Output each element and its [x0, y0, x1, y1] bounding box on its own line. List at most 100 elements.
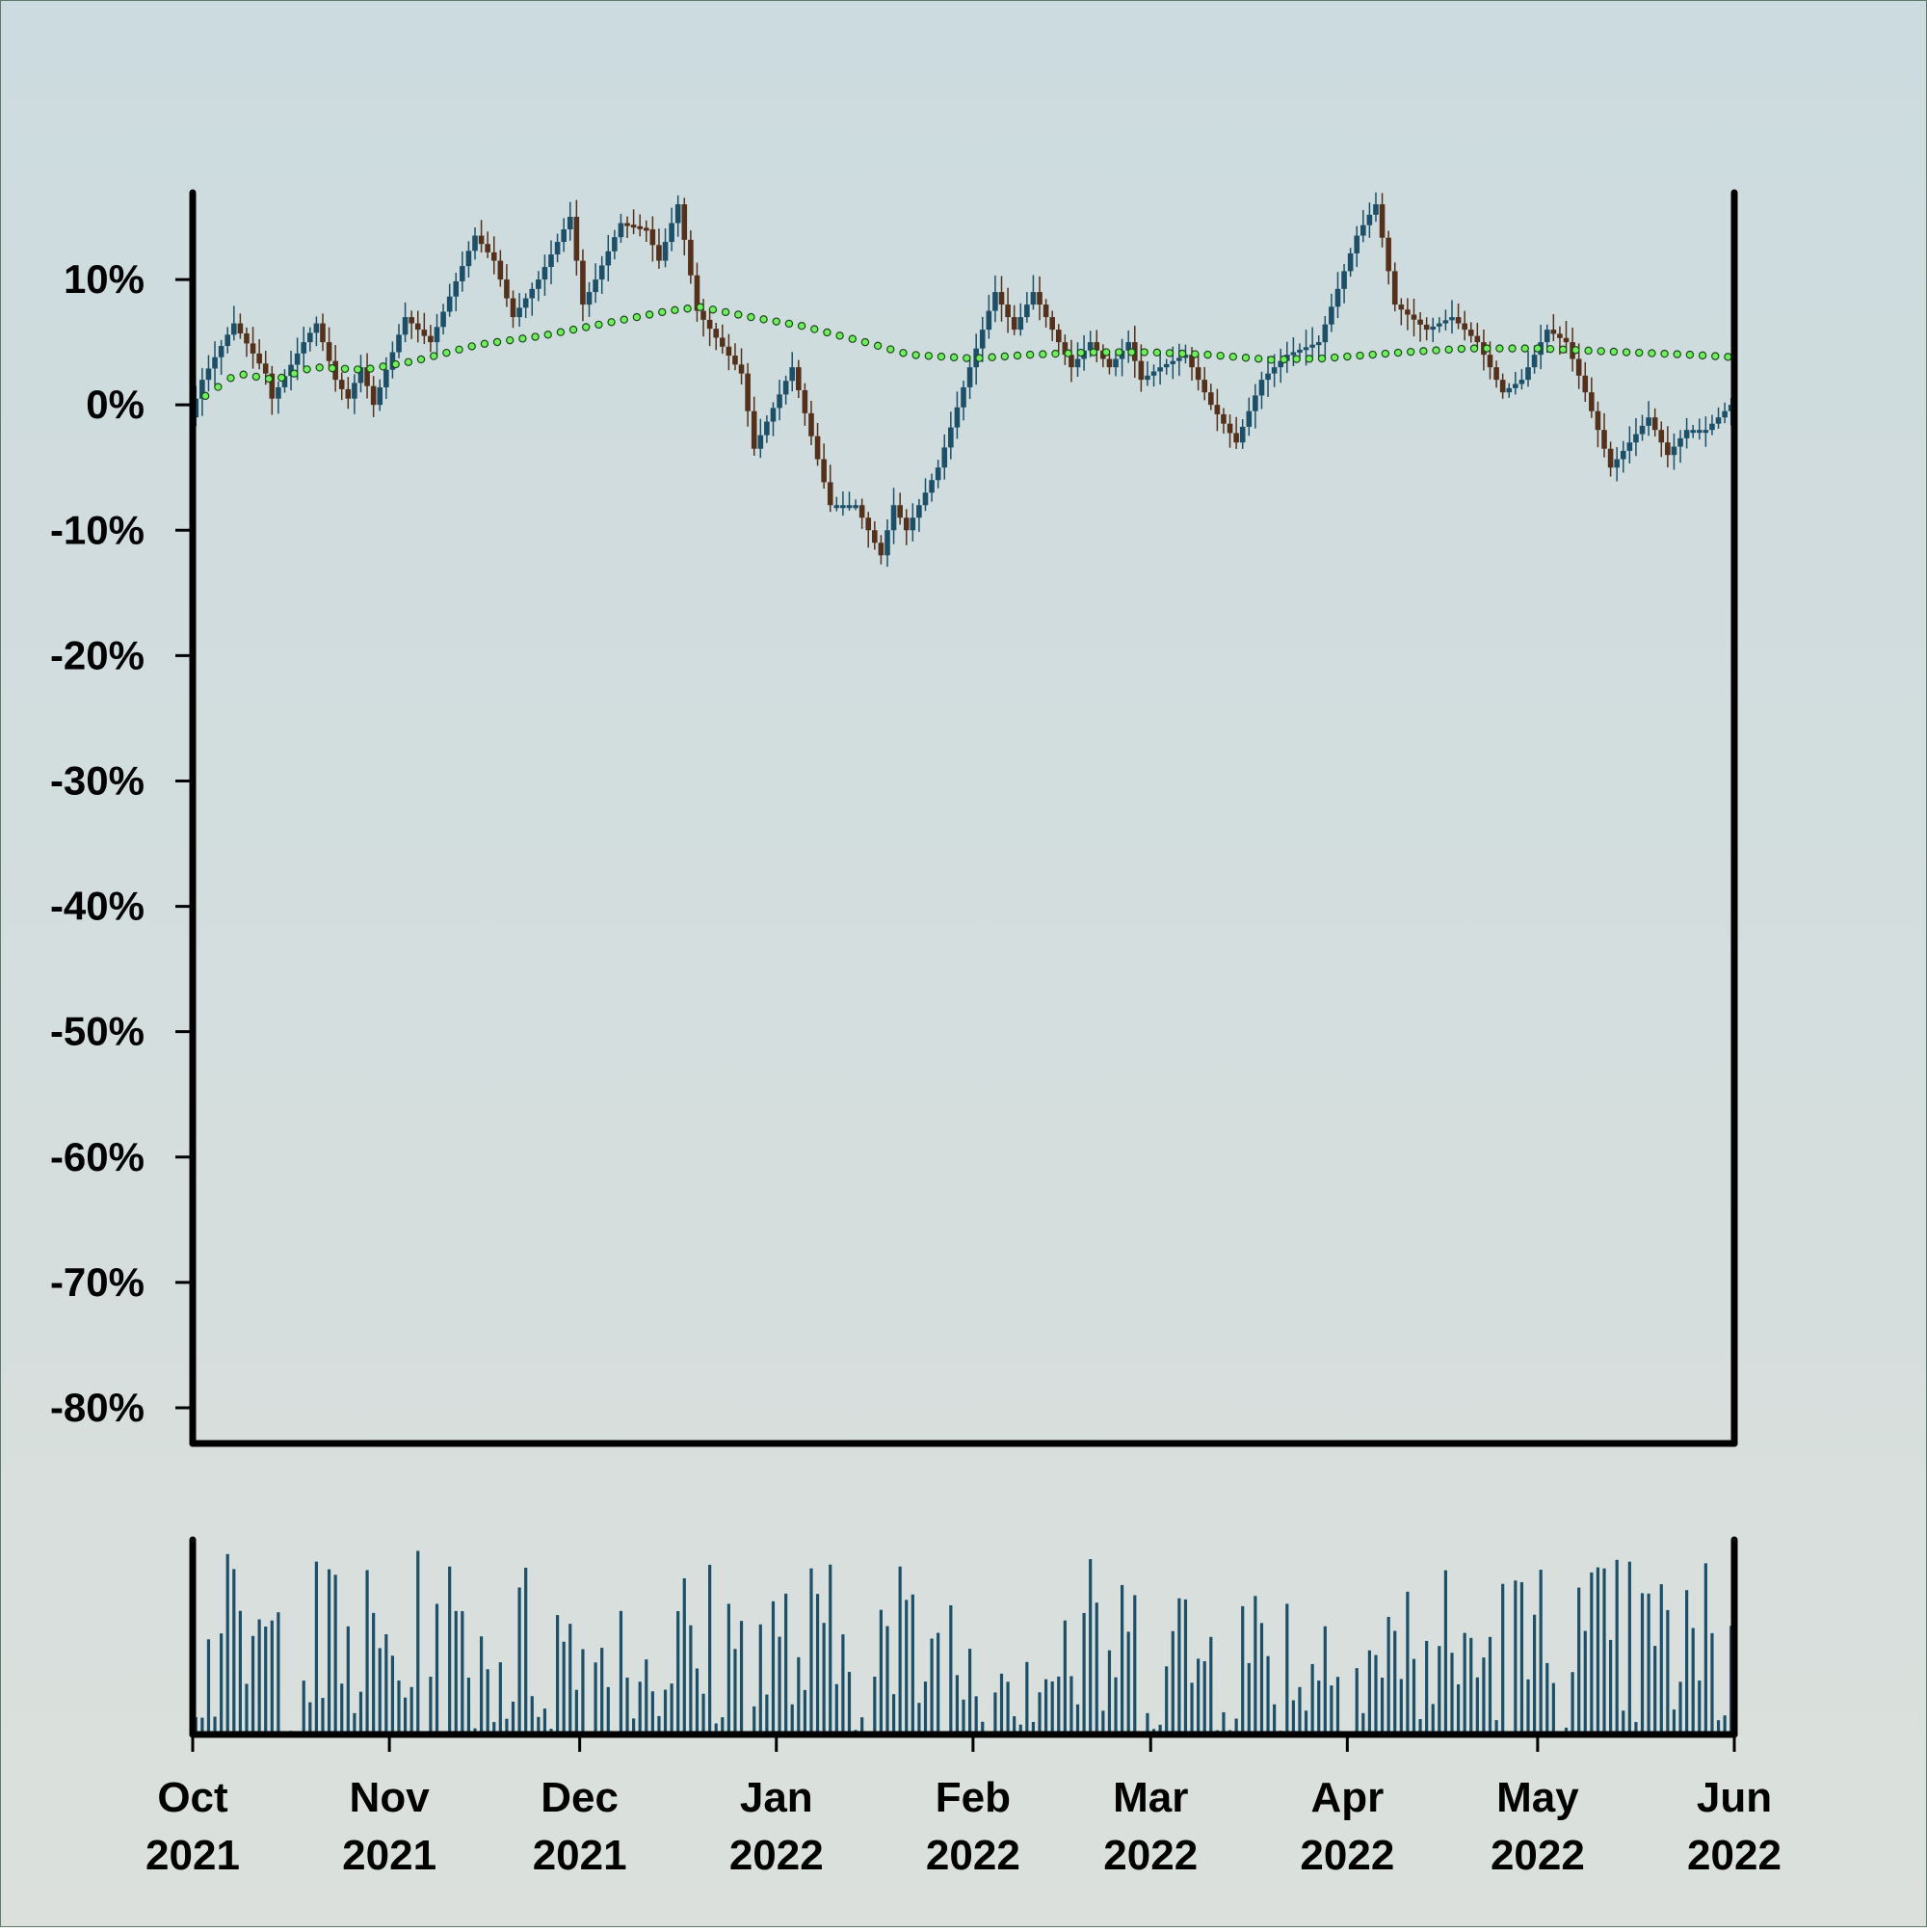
candle-body [1564, 338, 1570, 342]
candle-body [1690, 430, 1696, 433]
volume-bar [1241, 1606, 1244, 1734]
candle-body [675, 204, 681, 224]
volume-bar [1482, 1657, 1485, 1734]
volume-bar [271, 1621, 274, 1734]
volume-bar [1412, 1659, 1415, 1734]
candle-body [789, 367, 795, 381]
candle-body [1677, 438, 1683, 447]
volume-bar [956, 1675, 959, 1734]
y-tick-label: 0% [86, 382, 145, 427]
candle-body [707, 320, 713, 329]
volume-bar [1577, 1588, 1580, 1734]
candle-body [1157, 367, 1163, 371]
moving-average-point [583, 324, 590, 331]
candle-body [320, 324, 326, 343]
moving-average-point [811, 326, 818, 332]
volume-bar [899, 1567, 902, 1734]
volume-bar [841, 1634, 844, 1734]
moving-average-point [1420, 348, 1427, 355]
candle-body [568, 217, 573, 229]
candle-body [1709, 424, 1715, 431]
moving-average-point [1408, 349, 1414, 356]
x-tick-year: 2022 [926, 1832, 1020, 1879]
moving-average-point [861, 339, 868, 346]
candle-body [1367, 215, 1373, 225]
moving-average-point [1699, 352, 1705, 358]
volume-bar [245, 1683, 248, 1734]
moving-average-point [252, 373, 259, 380]
moving-average-point [824, 329, 831, 335]
volume-bar [517, 1587, 520, 1734]
volume-bar [556, 1615, 559, 1734]
moving-average-point [1597, 348, 1604, 355]
candle-body [834, 505, 840, 508]
moving-average-point [1318, 355, 1325, 361]
volume-bar [1006, 1681, 1009, 1734]
candle-body [1488, 355, 1493, 367]
candle-body [1665, 442, 1671, 455]
moving-average-point [507, 337, 514, 344]
candle-body [1621, 451, 1626, 460]
candle-body [1544, 330, 1550, 342]
volume-bar [1400, 1679, 1403, 1734]
moving-average-point [519, 335, 526, 342]
candle-body [453, 281, 459, 297]
volume-bar [1203, 1661, 1206, 1734]
moving-average-point [659, 308, 666, 315]
volume-bar [581, 1649, 584, 1734]
candle-body [1601, 430, 1607, 449]
moving-average-point [1229, 354, 1236, 360]
candle-body [1049, 317, 1055, 330]
volume-bar [372, 1613, 375, 1734]
candle-body [732, 356, 738, 364]
moving-average-point [367, 365, 374, 372]
volume-bar [1584, 1631, 1587, 1734]
candle-body [1291, 353, 1297, 356]
volume-bar [365, 1570, 368, 1734]
candle-body [238, 324, 244, 333]
y-tick-label: -60% [50, 1134, 145, 1179]
moving-average-point [392, 360, 399, 367]
moving-average-point [1623, 349, 1629, 356]
volume-bar [600, 1648, 603, 1734]
moving-average-point [532, 333, 539, 340]
candle-body [1658, 430, 1664, 442]
moving-average-point [1344, 353, 1351, 359]
moving-average-point [773, 318, 779, 325]
candle-body [1316, 342, 1322, 345]
candle-body [612, 237, 618, 251]
candle-body [479, 236, 485, 245]
candle-body [619, 224, 624, 238]
candle-body [383, 370, 389, 387]
moving-average-point [329, 365, 335, 372]
candle-body [599, 265, 605, 279]
candle-body [1672, 447, 1677, 456]
candle-body [1107, 358, 1113, 367]
moving-average-point [1166, 350, 1173, 357]
volume-bar [1710, 1633, 1713, 1734]
moving-average-point [1268, 357, 1275, 363]
volume-bar [917, 1703, 920, 1734]
volume-bar [1356, 1668, 1359, 1734]
volume-bar [607, 1687, 610, 1734]
candle-body [1456, 317, 1462, 324]
moving-average-point [697, 304, 703, 310]
volume-bar [620, 1611, 622, 1734]
candle-body [1449, 317, 1455, 320]
candle-body [1589, 392, 1595, 411]
candle-body [1417, 320, 1423, 325]
volume-bar [226, 1554, 229, 1734]
candle-body [726, 347, 732, 356]
moving-average-point [1661, 350, 1668, 357]
volume-bar [1432, 1704, 1435, 1734]
candle-body [548, 254, 554, 267]
volume-bar [1609, 1640, 1612, 1734]
candle-body [1380, 204, 1386, 238]
candle-body [1582, 376, 1588, 392]
candle-body [466, 251, 472, 266]
volume-bar [1438, 1646, 1440, 1734]
candle-body [1265, 374, 1271, 381]
candle-body [948, 428, 954, 448]
candle-body [251, 343, 256, 353]
moving-average-point [709, 306, 716, 313]
